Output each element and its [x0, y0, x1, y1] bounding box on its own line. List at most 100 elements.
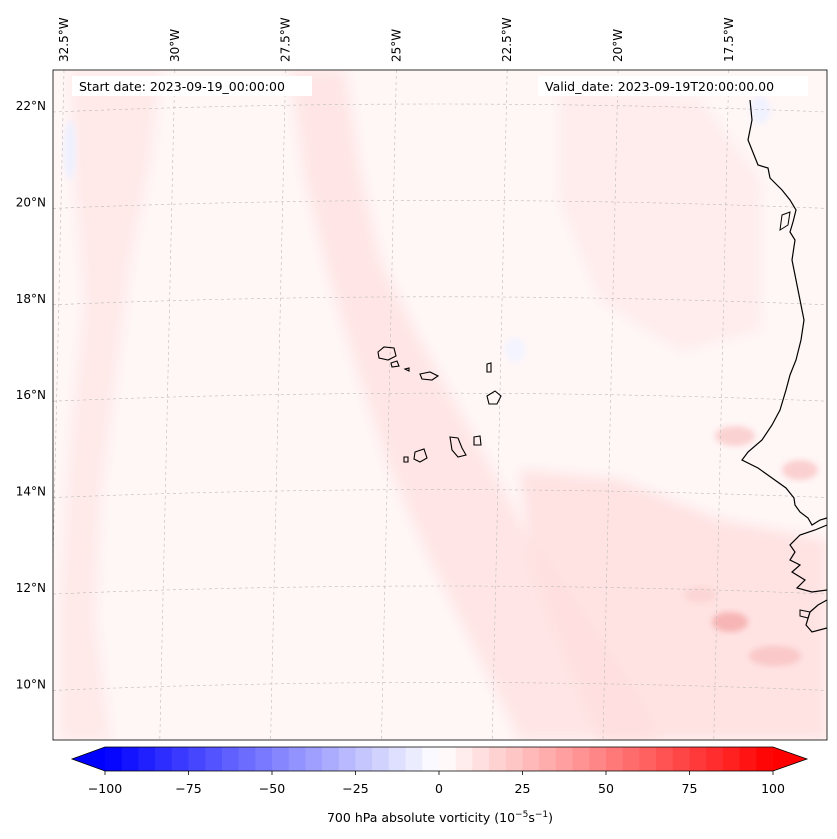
lat-tick-label: 14°N	[16, 485, 46, 499]
lat-tick-label: 20°N	[16, 195, 46, 209]
colorbar-level	[439, 747, 457, 771]
colorbar-tick-label: −100	[88, 781, 122, 796]
colorbar-level	[355, 747, 373, 771]
colorbar-level	[622, 747, 640, 771]
colorbar-level	[388, 747, 407, 771]
colorbar-level	[489, 747, 507, 771]
island-brava	[403, 456, 409, 463]
gridline-lon	[381, 70, 397, 740]
lat-tick-label: 10°N	[16, 677, 46, 691]
vorticity-band-west	[60, 70, 160, 740]
colorbar-level	[756, 747, 774, 771]
colorbar-level	[689, 747, 707, 771]
lon-tick-label: 32.5°W	[57, 17, 71, 62]
colorbar-level	[121, 747, 139, 771]
lon-tick-label: 22.5°W	[500, 17, 514, 62]
gridline-lat	[53, 200, 827, 209]
island-bissagos	[799, 609, 811, 619]
island-santiago	[449, 436, 467, 458]
colorbar-tick-label: 100	[761, 781, 785, 796]
colorbar-tick-label: 0	[435, 781, 443, 796]
colorbar-level	[188, 747, 206, 771]
lon-tick-label: 30°W	[168, 29, 182, 62]
colorbar-level	[555, 747, 574, 771]
colorbar-tick-label: 75	[682, 781, 698, 796]
colorbar-level	[405, 747, 423, 771]
colorbar-level	[288, 747, 306, 771]
colorbar	[70, 746, 809, 772]
colorbar-level	[322, 747, 340, 771]
gridlines	[53, 70, 827, 740]
lat-tick-label: 22°N	[16, 99, 46, 113]
colorbar-level	[171, 747, 189, 771]
colorbar-level	[338, 747, 356, 771]
colorbar-tick-label: 25	[515, 781, 531, 796]
vorticity-band-central	[290, 70, 660, 740]
colorbar-level	[539, 747, 557, 771]
gridline-lon	[491, 70, 508, 740]
longitude-labels: 32.5°W 30°W 27.5°W 25°W 22.5°W 20°W 17.5°W	[57, 17, 736, 62]
colorbar-ticks: −100 −75 −50 −25 0 25 50 75 100	[88, 771, 785, 796]
vorticity-max-3	[715, 426, 755, 446]
colorbar-level	[155, 747, 173, 771]
colorbar-level	[238, 747, 256, 771]
lat-tick-label: 18°N	[16, 292, 46, 306]
island-santo-antao	[377, 346, 397, 361]
gridline-lat	[53, 682, 827, 691]
gridline-lon	[713, 70, 730, 740]
island-sal	[486, 362, 492, 373]
colorbar-label: 700 hPa absolute vorticity (10−5s−1)	[327, 810, 553, 825]
colorbar-tick-label: 50	[598, 781, 614, 796]
island-sao-vicente	[390, 360, 400, 368]
island-santa-luzia	[403, 367, 410, 372]
coastline-west-africa	[741, 99, 827, 526]
gridline-lon	[602, 70, 619, 740]
colorbar-level	[138, 747, 156, 771]
valid-date-label: Valid_date: 2023-09-19T20:00:00.00	[545, 79, 774, 94]
colorbar-level	[221, 747, 240, 771]
colorbar-level	[255, 747, 273, 771]
latitude-labels: 22°N 20°N 18°N 16°N 14°N 12°N 10°N	[16, 99, 46, 691]
gridline-lon	[159, 70, 176, 740]
vorticity-max-1	[712, 612, 748, 632]
colorbar-level	[372, 747, 390, 771]
colorbar-level	[522, 747, 540, 771]
colorbar-level	[205, 747, 223, 771]
colorbar-level	[472, 747, 490, 771]
colorbar-tick-label: −75	[175, 781, 201, 796]
colorbar-extend-low	[72, 747, 105, 771]
colorbar-level	[272, 747, 290, 771]
colorbar-tick-label: −25	[342, 781, 368, 796]
lon-tick-label: 20°W	[611, 29, 625, 62]
lon-tick-label: 17.5°W	[722, 17, 736, 62]
colorbar-level	[606, 747, 624, 771]
island-boa-vista	[486, 390, 502, 405]
gridline-lat	[53, 296, 827, 306]
colorbar-level	[589, 747, 607, 771]
colorbar-level	[739, 747, 757, 771]
gridline-lat	[53, 392, 827, 402]
coastline-banc-arguin	[779, 211, 791, 231]
colorbar-level	[105, 747, 123, 771]
island-fogo	[413, 448, 428, 463]
start-date-label: Start date: 2023-09-19_00:00:00	[79, 79, 285, 94]
vorticity-min-1	[64, 120, 76, 180]
gridline-lat	[53, 103, 827, 113]
vorticity-region-northeast	[560, 90, 760, 350]
island-sao-nicolau	[419, 371, 440, 381]
vorticity-field	[60, 70, 827, 740]
vorticity-max-5	[782, 460, 818, 480]
colorbar-level	[672, 747, 690, 771]
vorticity-max-4	[684, 587, 716, 603]
lat-tick-label: 16°N	[16, 388, 46, 402]
vorticity-min-3	[505, 338, 525, 362]
cape-verde-islands	[377, 346, 502, 463]
map-panel: Start date: 2023-09-19_00:00:00 Valid_da…	[53, 70, 827, 740]
valid-date-box	[538, 76, 808, 96]
vorticity-region-southeast	[520, 470, 827, 740]
colorbar-level	[505, 747, 523, 771]
colorbar-extend-high	[773, 747, 807, 771]
gridline-lat	[53, 585, 827, 595]
lon-tick-label: 25°W	[389, 29, 403, 62]
